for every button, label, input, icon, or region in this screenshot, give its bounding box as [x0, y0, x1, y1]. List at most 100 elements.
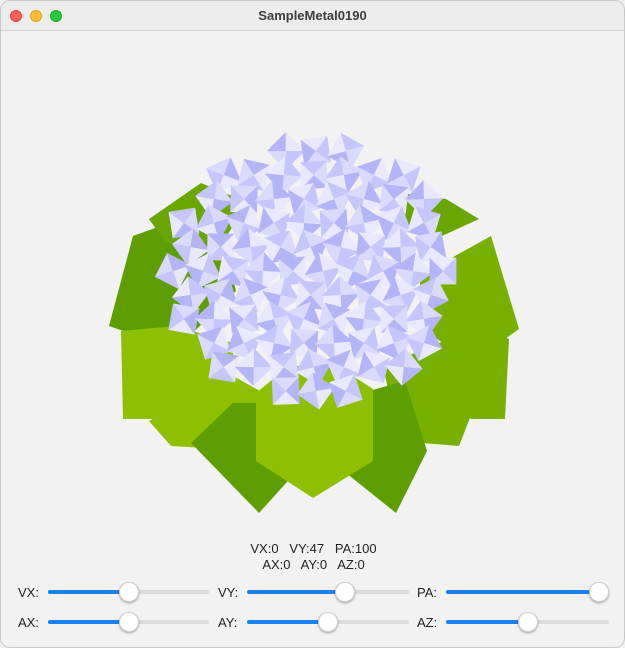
petal-facet [208, 204, 233, 223]
floret [226, 205, 262, 241]
petal-facet [313, 160, 328, 188]
petal-facet [258, 207, 274, 234]
zoom-window-button[interactable] [50, 10, 62, 22]
petal-facet [405, 300, 424, 322]
petal-facet [213, 300, 233, 320]
petal-facet [235, 325, 262, 343]
close-window-button[interactable] [10, 10, 22, 22]
floret [296, 280, 326, 310]
petal-facet [326, 349, 351, 367]
minimize-window-button[interactable] [30, 10, 42, 22]
petal-facet [343, 349, 362, 375]
petal-facet [403, 166, 421, 192]
vy-slider-thumb[interactable] [335, 582, 356, 602]
floret [354, 279, 387, 311]
petal-facet [394, 252, 416, 271]
petal-facet [363, 327, 380, 354]
metal-render-view[interactable] [1, 31, 625, 536]
petal-facet [280, 230, 298, 257]
petal-facet [376, 205, 402, 223]
petal-facet [293, 247, 319, 265]
petal-facet [253, 164, 270, 192]
petal-facet [255, 324, 278, 343]
petal-facet [340, 156, 363, 175]
petal-facet [185, 253, 210, 271]
petal-facet [194, 300, 215, 319]
petal-facet [376, 325, 394, 350]
leaf-bottom-right [331, 381, 427, 513]
petal-facet [206, 233, 221, 261]
ax-label: AX: [18, 615, 39, 630]
vy-slider[interactable] [247, 582, 409, 602]
floret [293, 229, 329, 265]
petal-facet [315, 324, 334, 345]
floret [233, 277, 269, 313]
petal-facet [237, 158, 254, 186]
petal-facet [272, 391, 300, 405]
vx-slider[interactable] [48, 582, 209, 602]
petal-facet [197, 334, 214, 360]
petal-facet [380, 305, 408, 319]
petal-facet [229, 307, 244, 334]
petal-facet [339, 276, 360, 295]
petal-facet [248, 228, 270, 247]
floret [394, 252, 432, 290]
petal-facet [348, 327, 375, 343]
ay-label: AY: [218, 615, 238, 630]
floret [384, 348, 423, 386]
petal-facet [190, 228, 210, 250]
petal-facet [282, 175, 303, 194]
az-slider-thumb[interactable] [517, 612, 538, 632]
petal-facet [195, 204, 214, 229]
petal-facet [297, 391, 320, 410]
floret [289, 328, 319, 358]
petal-facet [345, 180, 369, 199]
petal-facet [429, 257, 457, 271]
petal-facet [263, 252, 282, 272]
petal-facet [319, 210, 334, 238]
floret [297, 372, 335, 410]
petal-facet [203, 253, 221, 278]
petal-facet [335, 253, 361, 271]
petal-facet [410, 271, 432, 290]
pa-slider-thumb[interactable] [589, 582, 609, 602]
floret [380, 305, 408, 333]
ay-slider[interactable] [247, 612, 409, 632]
vx-slider-thumb[interactable] [118, 582, 139, 602]
petal-facet [418, 343, 443, 362]
petal-facet [268, 355, 284, 382]
petal-facet [273, 212, 290, 239]
petal-facet [318, 252, 342, 271]
floret [348, 327, 380, 359]
petal-facet [242, 277, 269, 295]
petal-facet [379, 184, 394, 211]
petal-facet [280, 276, 300, 300]
petal-facet [382, 184, 409, 199]
petal-facet [255, 300, 274, 324]
az-slider[interactable] [446, 612, 609, 632]
ax-slider-thumb[interactable] [118, 612, 139, 632]
petal-facet [287, 182, 314, 199]
ax-slider[interactable] [48, 612, 209, 632]
petal-facet [354, 284, 371, 311]
pa-slider[interactable] [446, 582, 609, 602]
petal-facet [315, 135, 331, 163]
petal-facet [171, 244, 191, 266]
petal-facet [303, 204, 323, 225]
petal-facet [335, 263, 353, 289]
petal-facet [231, 228, 251, 250]
petal-facet [255, 180, 274, 201]
petal-facet [243, 205, 262, 230]
petal-facet [293, 229, 311, 255]
petal-facet [220, 233, 235, 261]
petal-facet [387, 325, 412, 343]
petal-facet [271, 378, 286, 405]
petal-facet [283, 156, 303, 177]
petal-facet [271, 247, 298, 264]
ay-slider-thumb[interactable] [318, 612, 338, 632]
petal-facet [264, 237, 281, 264]
petal-facet [264, 156, 286, 175]
petal-facet [168, 319, 195, 335]
petal-facet [229, 304, 256, 319]
petal-facet [168, 303, 184, 330]
